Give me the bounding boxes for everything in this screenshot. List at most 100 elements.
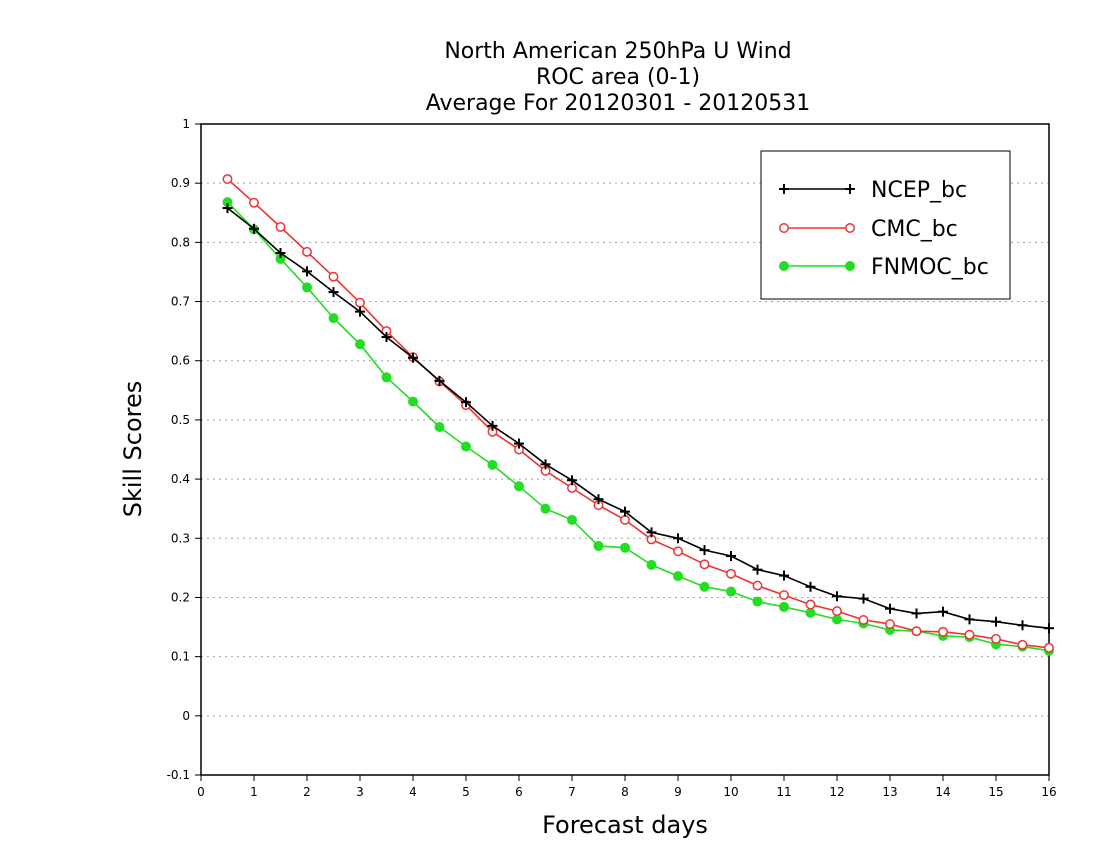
y-tick-label: 0.4 xyxy=(171,472,190,486)
data-point-cmc-bc xyxy=(805,599,816,610)
data-point-cmc-bc xyxy=(938,626,948,637)
data-point-fnmoc-bc xyxy=(593,540,604,551)
data-point-cmc-bc xyxy=(222,174,233,184)
data-point-ncep-bc xyxy=(938,606,948,617)
x-tick-label: 0 xyxy=(197,785,205,799)
data-point-ncep-bc xyxy=(699,545,710,556)
y-tick-label: 0.1 xyxy=(171,650,190,664)
data-point-ncep-bc xyxy=(540,459,551,470)
x-tick-label: 7 xyxy=(568,785,576,799)
legend-label: CMC_bc xyxy=(871,217,958,242)
data-point-cmc-bc xyxy=(249,197,259,208)
data-point-fnmoc-bc xyxy=(328,313,339,324)
data-point-cmc-bc xyxy=(726,568,736,579)
data-point-fnmoc-bc xyxy=(646,559,657,570)
data-point-fnmoc-bc xyxy=(302,282,312,293)
data-point-fnmoc-bc xyxy=(673,571,683,582)
data-point-cmc-bc xyxy=(699,559,710,570)
x-tick-label: 10 xyxy=(723,785,738,799)
data-point-fnmoc-bc xyxy=(408,396,418,407)
data-point-fnmoc-bc xyxy=(355,339,365,350)
data-point-cmc-bc xyxy=(858,614,869,625)
data-point-ncep-bc xyxy=(805,581,816,592)
legend-label: NCEP_bc xyxy=(871,178,967,203)
x-tick-label: 13 xyxy=(882,785,897,799)
y-axis-label: Skill Scores xyxy=(119,381,147,518)
x-tick-label: 4 xyxy=(409,785,417,799)
data-point-fnmoc-bc xyxy=(434,422,445,433)
chart-title-line-2: ROC area (0-1) xyxy=(536,65,700,90)
legend-item-cmc-bc: CMC_bc xyxy=(779,217,958,242)
data-point-ncep-bc xyxy=(461,397,471,408)
legend-label: FNMOC_bc xyxy=(871,255,989,280)
data-point-cmc-bc xyxy=(328,271,339,282)
data-point-ncep-bc xyxy=(646,527,657,538)
chart-title-line-3: Average For 20120301 - 20120531 xyxy=(426,91,811,116)
legend: NCEP_bc CMC_bc FNMOC_bc xyxy=(760,150,1011,300)
data-point-ncep-bc xyxy=(620,506,630,517)
x-tick-label: 16 xyxy=(1041,785,1056,799)
legend-marker xyxy=(779,184,789,194)
y-tick-label: 0.2 xyxy=(171,590,190,604)
data-point-cmc-bc xyxy=(302,246,312,257)
x-tick-label: 8 xyxy=(621,785,629,799)
data-point-ncep-bc xyxy=(911,608,922,619)
data-point-ncep-bc xyxy=(964,614,975,625)
legend-item-fnmoc-bc: FNMOC_bc xyxy=(779,255,989,280)
data-point-ncep-bc xyxy=(779,570,789,581)
y-tick-label: 0.6 xyxy=(171,354,190,368)
data-point-ncep-bc xyxy=(752,564,763,575)
data-point-ncep-bc xyxy=(593,494,604,505)
legend-marker xyxy=(779,223,789,233)
plot-frame xyxy=(200,123,1050,776)
x-tick-label: 12 xyxy=(829,785,844,799)
data-point-ncep-bc xyxy=(514,438,524,449)
x-tick-label: 5 xyxy=(462,785,470,799)
chart-title-line-1: North American 250hPa U Wind xyxy=(444,39,791,64)
x-axis-label: Forecast days xyxy=(542,811,708,839)
data-point-ncep-bc xyxy=(302,266,312,277)
legend-box xyxy=(760,150,1011,300)
data-point-cmc-bc xyxy=(885,619,895,630)
data-point-cmc-bc xyxy=(673,546,683,557)
x-tick-label: 15 xyxy=(988,785,1003,799)
data-point-ncep-bc xyxy=(673,533,683,544)
data-point-cmc-bc xyxy=(620,514,630,525)
data-point-ncep-bc xyxy=(222,203,233,214)
data-point-ncep-bc xyxy=(885,603,895,614)
x-tick-label: 6 xyxy=(515,785,523,799)
data-point-ncep-bc xyxy=(1017,620,1028,631)
data-point-ncep-bc xyxy=(328,287,339,298)
data-point-ncep-bc xyxy=(858,593,869,604)
y-tick-label: 0.5 xyxy=(171,413,190,427)
data-point-ncep-bc xyxy=(567,475,577,486)
series xyxy=(222,174,1054,656)
data-point-fnmoc-bc xyxy=(699,581,710,592)
y-tick-label: 0 xyxy=(182,709,190,723)
legend-marker xyxy=(845,184,855,194)
legend-marker xyxy=(779,261,789,271)
data-point-fnmoc-bc xyxy=(487,459,498,470)
data-point-fnmoc-bc xyxy=(461,441,471,452)
data-point-cmc-bc xyxy=(275,222,286,232)
data-point-ncep-bc xyxy=(249,223,259,234)
x-tick-label: 9 xyxy=(674,785,682,799)
axis-ticks: -0.100.10.20.30.40.50.60.70.80.910 1 2 3 4 5 6… xyxy=(167,117,1057,799)
data-point-cmc-bc xyxy=(911,626,922,637)
y-tick-label: 0.8 xyxy=(171,235,190,249)
x-tick-label: 1 xyxy=(250,785,258,799)
series-ncep-bc xyxy=(222,203,1054,634)
data-point-fnmoc-bc xyxy=(620,542,630,553)
y-tick-label: 0.9 xyxy=(171,176,190,190)
x-tick-label: 14 xyxy=(935,785,950,799)
x-tick-label: 3 xyxy=(356,785,364,799)
x-tick-label: 2 xyxy=(303,785,311,799)
data-point-cmc-bc xyxy=(779,590,789,601)
data-point-cmc-bc xyxy=(752,580,763,591)
data-point-fnmoc-bc xyxy=(514,481,524,492)
data-point-fnmoc-bc xyxy=(805,607,816,618)
data-point-fnmoc-bc xyxy=(832,614,842,625)
data-point-fnmoc-bc xyxy=(779,601,789,612)
data-point-ncep-bc xyxy=(832,591,842,602)
data-point-ncep-bc xyxy=(408,352,418,363)
